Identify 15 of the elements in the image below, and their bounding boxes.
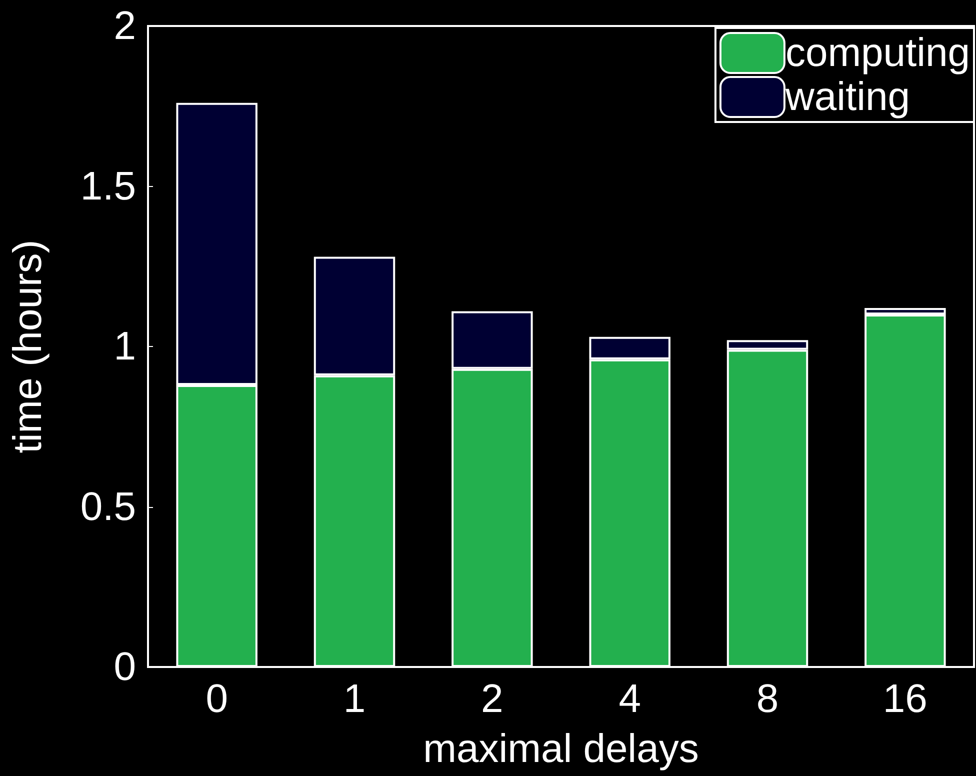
y-tick-label: 0 — [114, 645, 136, 689]
x-tick-label: 16 — [882, 677, 928, 721]
x-tick-label: 1 — [343, 677, 366, 721]
x-tick-label: 4 — [618, 677, 641, 721]
y-axis-title: time (hours) — [6, 240, 50, 454]
legend-label: computing — [785, 31, 970, 75]
legend-label: waiting — [784, 75, 910, 119]
x-tick-label: 2 — [481, 677, 504, 721]
y-tick-label: 0.5 — [80, 484, 136, 529]
y-tick-label: 1.5 — [80, 164, 136, 208]
x-tick-label: 8 — [756, 677, 779, 721]
x-axis-title: maximal delays — [423, 727, 699, 771]
y-tick-label: 1 — [114, 324, 136, 368]
x-tick-label: 0 — [206, 677, 228, 721]
y-tick-label: 2 — [114, 4, 136, 48]
